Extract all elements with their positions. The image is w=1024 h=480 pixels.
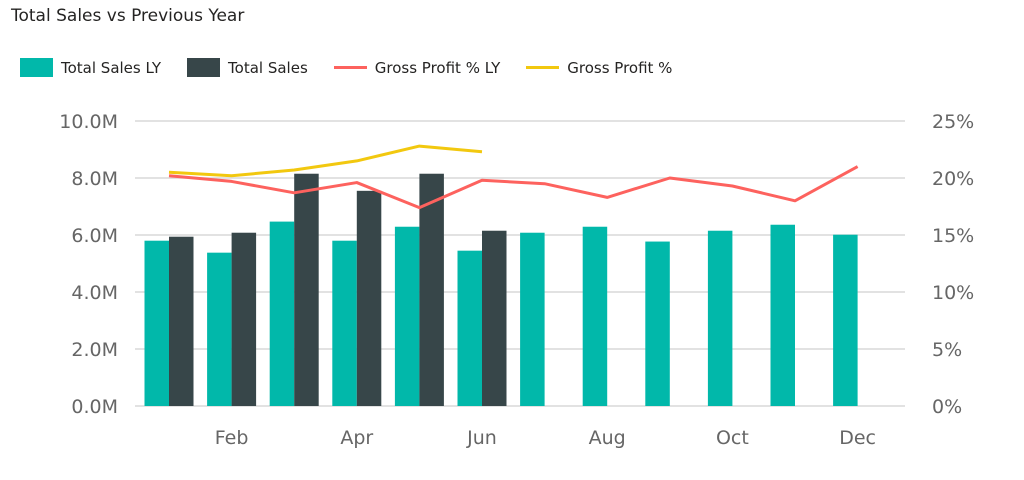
bar-total-sales-ly-jul — [520, 232, 545, 406]
bar-total-sales-ly-mar — [269, 221, 295, 406]
y-right-tick-label: 15% — [932, 225, 974, 247]
legend-swatch — [526, 66, 560, 69]
line-gross-profit- — [168, 144, 483, 178]
bar-total-sales-may — [419, 173, 444, 406]
x-tick-label: Dec — [839, 427, 876, 449]
bar-total-sales-ly-apr — [332, 240, 357, 406]
bar-total-sales-apr — [356, 190, 382, 406]
x-tick-label: Feb — [215, 427, 249, 449]
bar-total-sales-jun — [482, 230, 507, 406]
line-gross-profit-ly — [168, 165, 859, 210]
bar-total-sales-ly-aug — [582, 226, 608, 406]
bar-total-sales-mar — [294, 173, 319, 406]
x-tick-label: Oct — [716, 427, 749, 449]
bar-total-sales-ly-sep — [645, 241, 670, 406]
legend-label: Gross Profit % LY — [374, 58, 501, 77]
legend-label: Total Sales — [228, 58, 308, 77]
legend: Total Sales LY Total Sales Gross Profit % … — [20, 58, 698, 77]
legend-label: Gross Profit % — [567, 58, 673, 77]
bar-total-sales-ly-jun — [457, 250, 482, 406]
y-left-tick-label: 10.0M — [59, 111, 118, 133]
legend-item[interactable]: Gross Profit % LY — [333, 58, 501, 77]
y-left-tick-label: 4.0M — [71, 282, 118, 304]
x-tick-label: Jun — [466, 427, 497, 449]
x-tick-label: Apr — [340, 427, 373, 449]
legend-item[interactable]: Total Sales — [187, 58, 308, 77]
bar-total-sales-ly-oct — [707, 230, 733, 406]
legend-label: Total Sales LY — [61, 58, 162, 77]
legend-item[interactable]: Total Sales LY — [20, 58, 161, 77]
bar-total-sales-ly-nov — [770, 224, 795, 406]
bar-total-sales-feb — [231, 232, 257, 406]
legend-item[interactable]: Gross Profit % — [526, 59, 672, 77]
legend-swatch — [187, 58, 221, 77]
bar-total-sales-ly-jan — [144, 240, 169, 406]
y-right-tick-label: 0% — [932, 396, 962, 418]
legend-swatch — [20, 58, 53, 77]
y-left-tick-label: 0.0M — [71, 396, 118, 418]
y-left-tick-label: 8.0M — [71, 168, 118, 190]
y-right-tick-label: 10% — [932, 282, 974, 304]
bar-total-sales-ly-may — [394, 226, 420, 406]
y-left-tick-label: 2.0M — [71, 339, 118, 361]
bar-total-sales-ly-dec — [833, 234, 858, 406]
bar-total-sales-ly-feb — [207, 252, 232, 406]
x-tick-label: Aug — [589, 427, 626, 449]
y-right-tick-label: 25% — [932, 111, 974, 133]
chart-title: Total Sales vs Previous Year — [11, 6, 245, 26]
y-right-tick-label: 20% — [932, 168, 974, 190]
legend-swatch — [333, 66, 367, 69]
y-right-tick-label: 5% — [932, 339, 962, 361]
bar-total-sales-jan — [169, 236, 194, 406]
y-left-tick-label: 6.0M — [71, 225, 118, 247]
